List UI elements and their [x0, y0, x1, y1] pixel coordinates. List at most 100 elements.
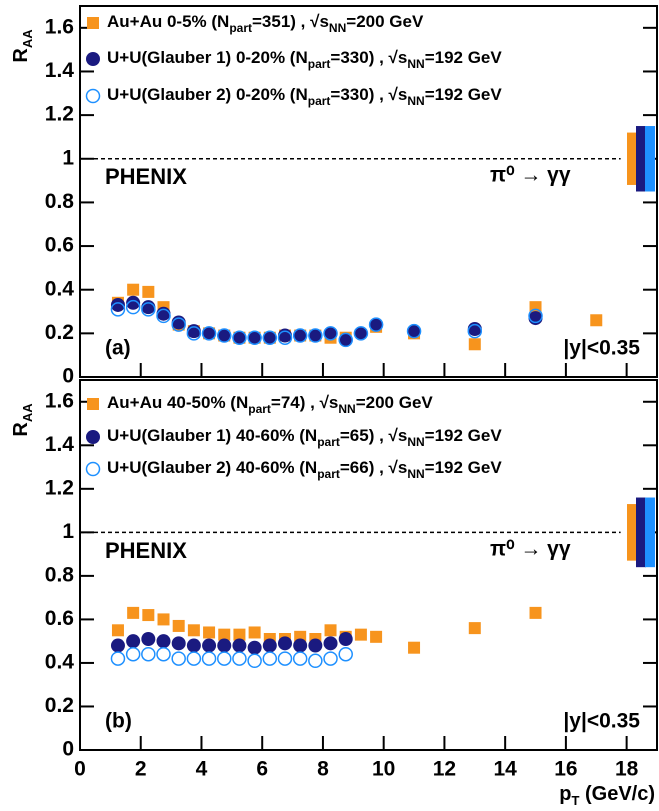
legend-marker [86, 430, 100, 444]
x-axis-label-part: p [559, 783, 571, 805]
data-point [203, 626, 216, 639]
legend-label-part: U+U(Glauber 2) 0-20% (N [107, 85, 308, 104]
x-tick-label: 2 [135, 758, 147, 781]
legend-label-part: U+U(Glauber 1) 0-20% (N [107, 48, 308, 67]
data-point [528, 308, 543, 324]
data-point [202, 638, 217, 653]
data-point [110, 302, 126, 317]
data-point [407, 324, 422, 339]
legend-label-part: =192 GeV [425, 48, 503, 67]
data-point [247, 330, 262, 345]
legend-label-part: =66) , √s [340, 458, 407, 477]
channel-label: π⁰ → γγ [490, 164, 571, 187]
norm-uncertainty [636, 126, 646, 192]
y-tick-label: 0.4 [45, 277, 75, 300]
data-point [262, 330, 277, 345]
data-point [262, 638, 277, 653]
norm-uncertainty [645, 126, 655, 192]
x-tick-label: 14 [493, 758, 517, 781]
data-point [406, 323, 422, 339]
legend-label-part: NN [407, 435, 424, 449]
experiment-label: PHENIX [105, 164, 187, 189]
legend-label-part: NN [407, 94, 424, 108]
norm-uncertainty [645, 497, 655, 568]
data-point [247, 330, 262, 345]
data-point [247, 640, 262, 655]
data-point [370, 630, 383, 643]
legend-label-part: =192 GeV [425, 85, 503, 104]
legend-label-part: part [308, 94, 331, 108]
legend-label-part: part [229, 21, 252, 35]
legend-label: U+U(Glauber 2) 40-60% (Npart=66) , √sNN=… [107, 458, 502, 481]
legend-label-part: =192 GeV [425, 426, 503, 445]
y-tick-label: 0.8 [45, 563, 75, 586]
data-point [353, 326, 369, 341]
data-point [233, 628, 246, 641]
panel-label: (b) [105, 710, 132, 733]
y-tick-label: 1 [62, 146, 74, 169]
data-point [369, 317, 384, 332]
norm-uncertainty [636, 497, 646, 568]
data-point [142, 609, 155, 622]
channel-label: π⁰ → γγ [490, 538, 571, 561]
legend-label-part: U+U(Glauber 1) 40-60% (N [107, 426, 317, 445]
data-point [172, 619, 185, 632]
y-tick-label: 1.6 [45, 15, 74, 38]
data-point [141, 302, 156, 317]
legend-label-part: part [308, 57, 331, 71]
data-point [126, 295, 141, 310]
data-point [368, 317, 384, 332]
x-axis-label-part: T [571, 793, 579, 808]
data-point [293, 638, 308, 653]
data-point [217, 638, 232, 653]
legend-label-part: NN [407, 467, 424, 481]
data-point [232, 651, 247, 666]
x-tick-label: 0 [74, 758, 86, 781]
y-tick-label: 0.6 [45, 234, 74, 257]
y-tick-label: 0.6 [45, 607, 74, 630]
data-point [308, 653, 323, 669]
legend-label-part: part [248, 402, 271, 416]
legend-label: Au+Au 40-50% (Npart=74) , √sNN=200 GeV [107, 393, 433, 416]
y-tick-label: 0.2 [45, 321, 74, 344]
x-tick-label: 8 [317, 758, 329, 781]
data-point [293, 328, 308, 343]
data-point [338, 646, 353, 662]
data-point [277, 330, 293, 345]
legend-label-part: NN [407, 57, 424, 71]
data-point [323, 326, 338, 341]
y-axis-label-part: AA [20, 29, 35, 48]
data-point [110, 638, 125, 653]
data-point [125, 646, 141, 662]
data-point [157, 613, 170, 626]
legend-label-part: =65) , √s [340, 426, 407, 445]
data-point [262, 651, 278, 666]
rapidity-label: |y|<0.35 [563, 337, 640, 360]
data-point [232, 330, 247, 345]
data-point [262, 330, 278, 345]
data-point [324, 624, 337, 637]
x-tick-label: 4 [196, 758, 208, 781]
data-point [218, 628, 231, 641]
x-axis-label-part: (GeV/c) [579, 783, 655, 805]
legend-label-part: NN [329, 21, 346, 35]
legend-marker [87, 398, 99, 410]
data-point [323, 636, 338, 651]
data-point [277, 651, 293, 666]
x-axis-label: pT (GeV/c) [559, 783, 655, 808]
data-point [156, 308, 171, 324]
data-point [110, 651, 126, 666]
legend-label-part: =200 GeV [346, 12, 424, 31]
data-point [171, 317, 186, 332]
data-point [292, 651, 308, 666]
data-point [354, 628, 367, 641]
y-axis-label-part: AA [20, 403, 35, 422]
y-tick-label: 1 [62, 520, 74, 543]
data-point [338, 632, 353, 646]
legend-label: U+U(Glauber 2) 0-20% (Npart=330) , √sNN=… [107, 85, 502, 108]
legend-label-part: =192 GeV [425, 458, 503, 477]
data-point [201, 326, 217, 341]
data-point [217, 651, 232, 666]
data-point [125, 299, 141, 315]
data-point [127, 606, 140, 619]
